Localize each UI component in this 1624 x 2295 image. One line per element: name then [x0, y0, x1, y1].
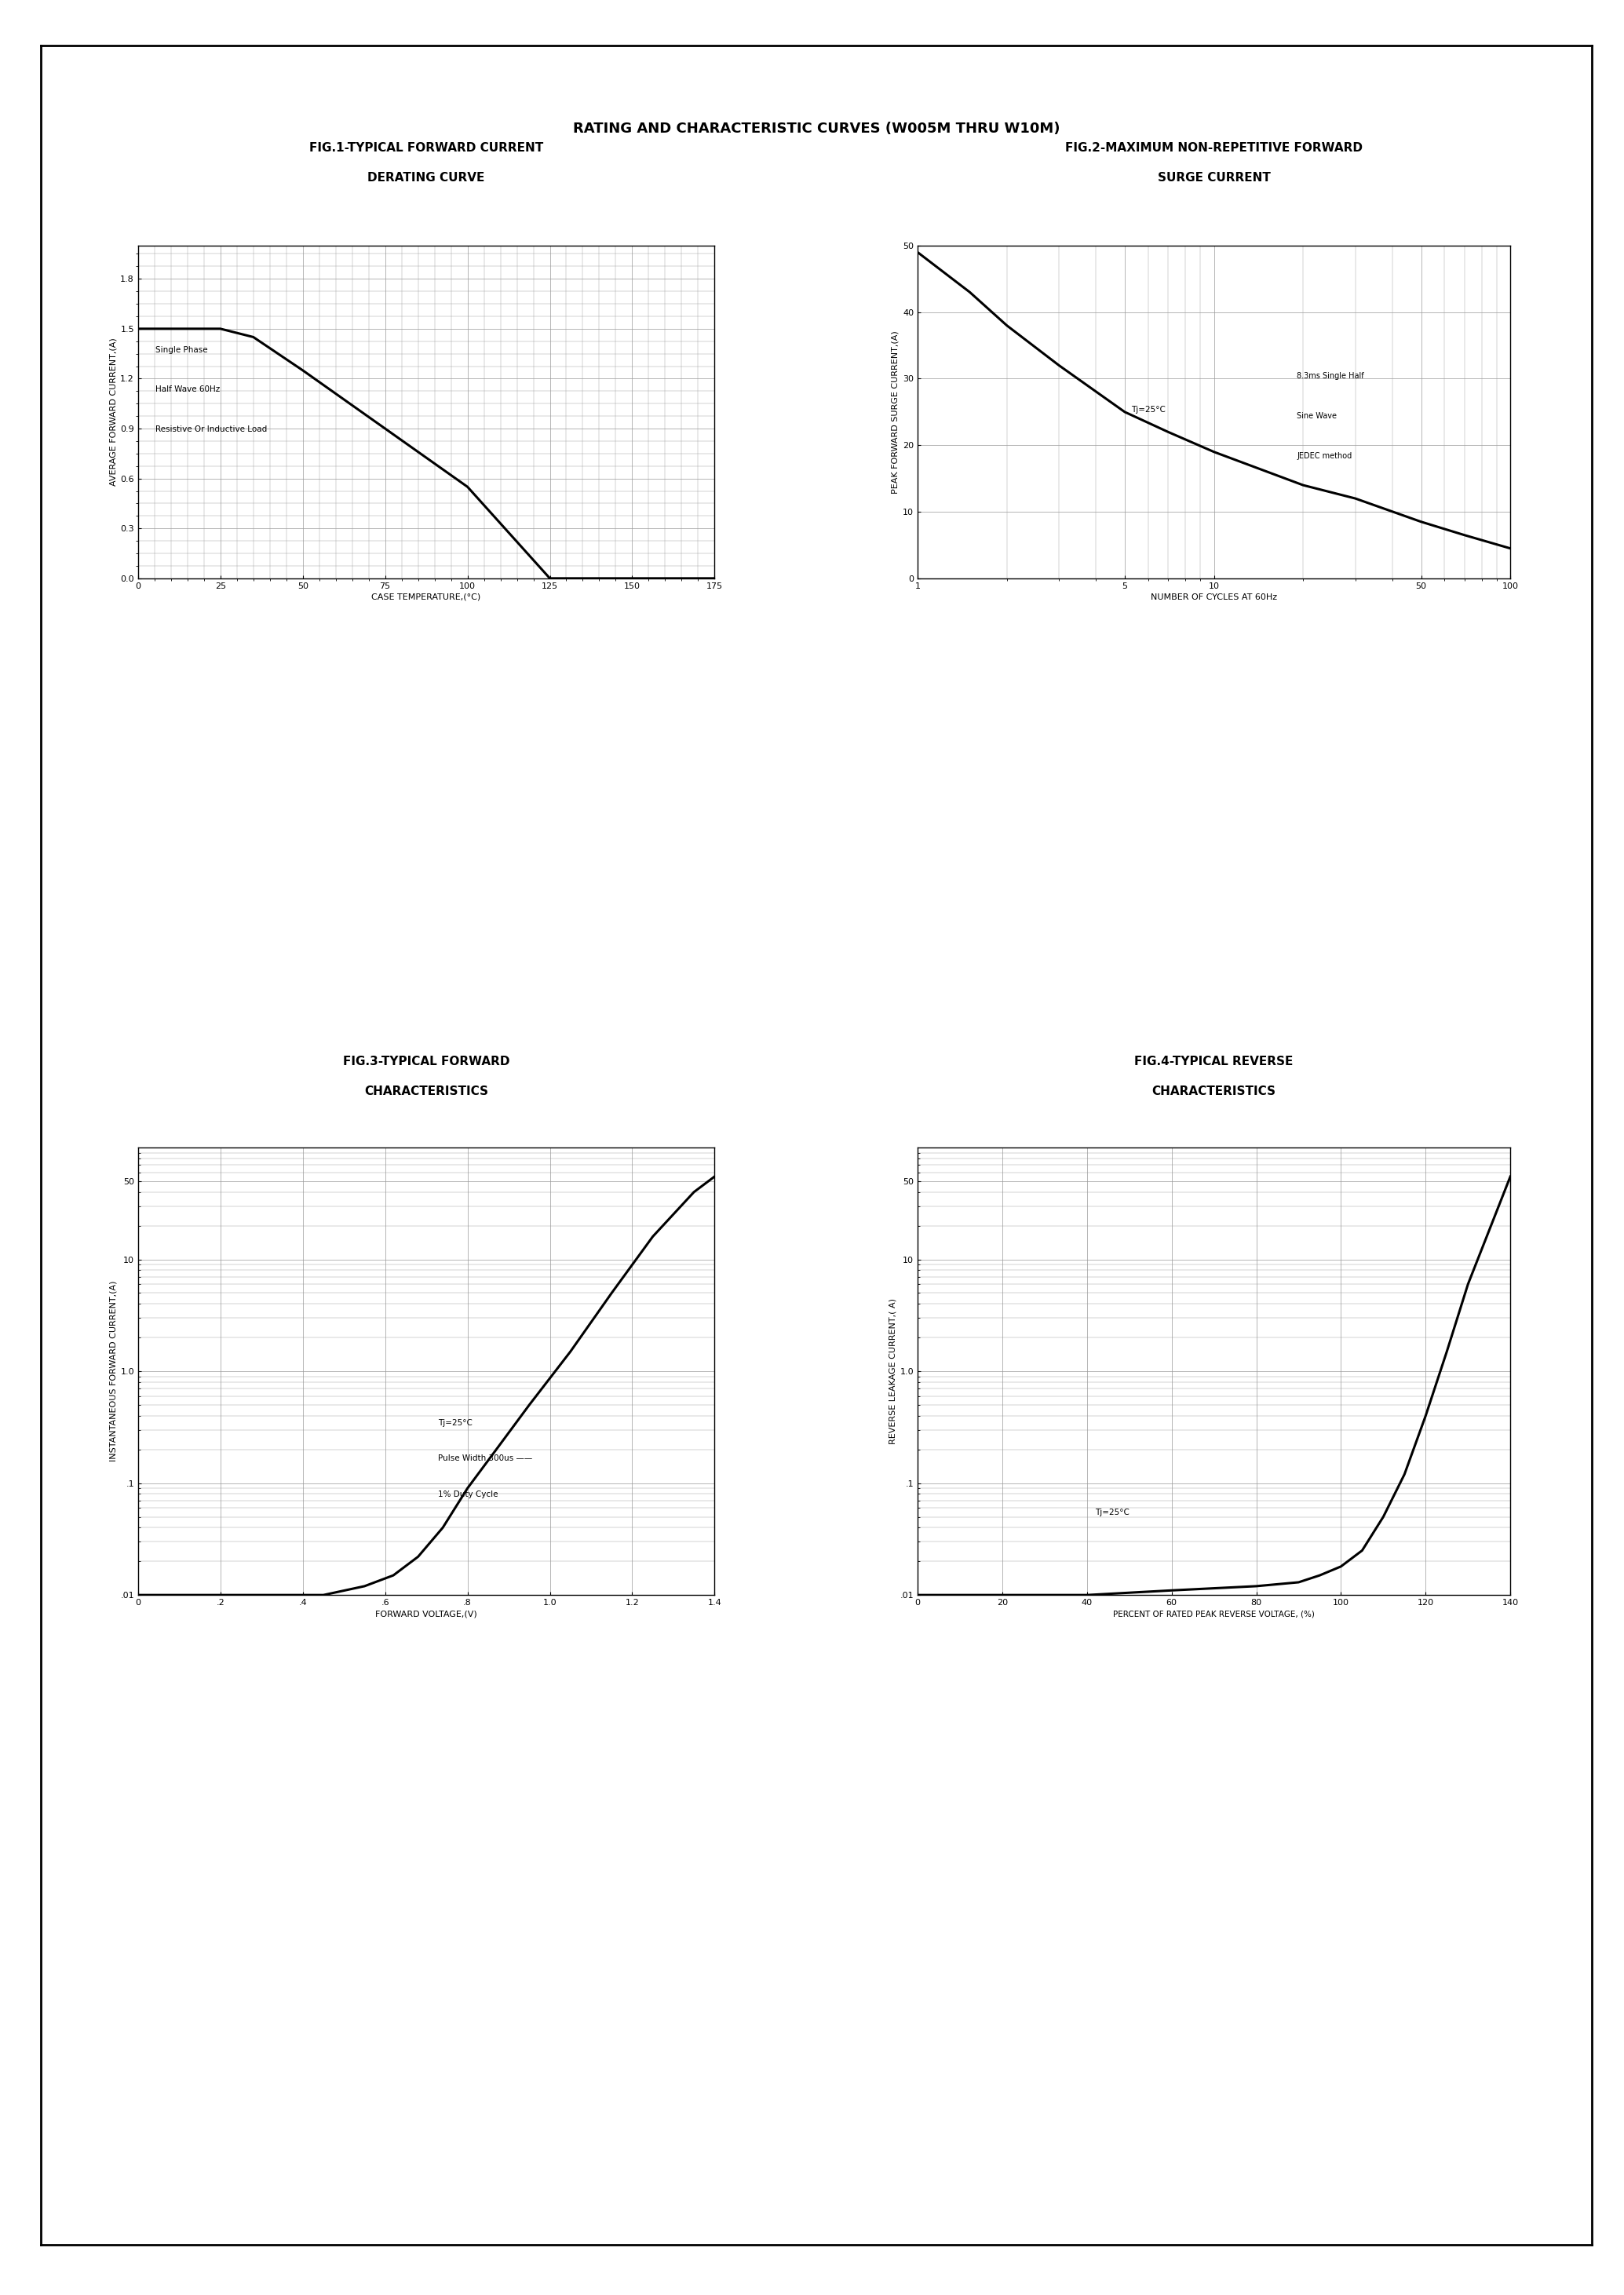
- Text: Tj=25°C: Tj=25°C: [438, 1418, 473, 1427]
- Y-axis label: REVERSE LEAKAGE CURRENT,( A): REVERSE LEAKAGE CURRENT,( A): [888, 1299, 896, 1444]
- Text: 8.3ms Single Half: 8.3ms Single Half: [1298, 372, 1364, 381]
- Text: Resistive Or Inductive Load: Resistive Or Inductive Load: [156, 425, 266, 434]
- X-axis label: CASE TEMPERATURE,(°C): CASE TEMPERATURE,(°C): [372, 594, 481, 601]
- Text: FIG.3-TYPICAL FORWARD: FIG.3-TYPICAL FORWARD: [343, 1056, 510, 1067]
- Text: FIG.4-TYPICAL REVERSE: FIG.4-TYPICAL REVERSE: [1135, 1056, 1293, 1067]
- Text: JEDEC method: JEDEC method: [1298, 452, 1353, 459]
- Text: Single Phase: Single Phase: [156, 347, 208, 353]
- Text: RATING AND CHARACTERISTIC CURVES (W005M THRU W10M): RATING AND CHARACTERISTIC CURVES (W005M …: [573, 122, 1060, 135]
- Y-axis label: PEAK FORWARD SURGE CURRENT,(A): PEAK FORWARD SURGE CURRENT,(A): [892, 330, 900, 493]
- Text: DERATING CURVE: DERATING CURVE: [367, 172, 486, 184]
- X-axis label: NUMBER OF CYCLES AT 60Hz: NUMBER OF CYCLES AT 60Hz: [1151, 594, 1276, 601]
- Text: FIG.1-TYPICAL FORWARD CURRENT: FIG.1-TYPICAL FORWARD CURRENT: [309, 142, 544, 154]
- Text: Pulse Width 300us ——: Pulse Width 300us ——: [438, 1455, 533, 1462]
- Text: Tj=25°C: Tj=25°C: [1095, 1508, 1130, 1517]
- Text: Tj=25°C: Tj=25°C: [1130, 406, 1166, 413]
- X-axis label: FORWARD VOLTAGE,(V): FORWARD VOLTAGE,(V): [375, 1611, 477, 1618]
- Y-axis label: INSTANTANEOUS FORWARD CURRENT,(A): INSTANTANEOUS FORWARD CURRENT,(A): [109, 1281, 117, 1462]
- Text: SURGE CURRENT: SURGE CURRENT: [1158, 172, 1270, 184]
- Text: CHARACTERISTICS: CHARACTERISTICS: [364, 1086, 489, 1097]
- Text: FIG.2-MAXIMUM NON-REPETITIVE FORWARD: FIG.2-MAXIMUM NON-REPETITIVE FORWARD: [1065, 142, 1363, 154]
- Y-axis label: AVERAGE FORWARD CURRENT,(A): AVERAGE FORWARD CURRENT,(A): [109, 337, 117, 487]
- Text: 1% Duty Cycle: 1% Duty Cycle: [438, 1489, 499, 1499]
- Text: Sine Wave: Sine Wave: [1298, 413, 1337, 420]
- X-axis label: PERCENT OF RATED PEAK REVERSE VOLTAGE, (%): PERCENT OF RATED PEAK REVERSE VOLTAGE, (…: [1112, 1611, 1315, 1618]
- Text: CHARACTERISTICS: CHARACTERISTICS: [1151, 1086, 1276, 1097]
- Text: Half Wave 60Hz: Half Wave 60Hz: [156, 386, 219, 392]
